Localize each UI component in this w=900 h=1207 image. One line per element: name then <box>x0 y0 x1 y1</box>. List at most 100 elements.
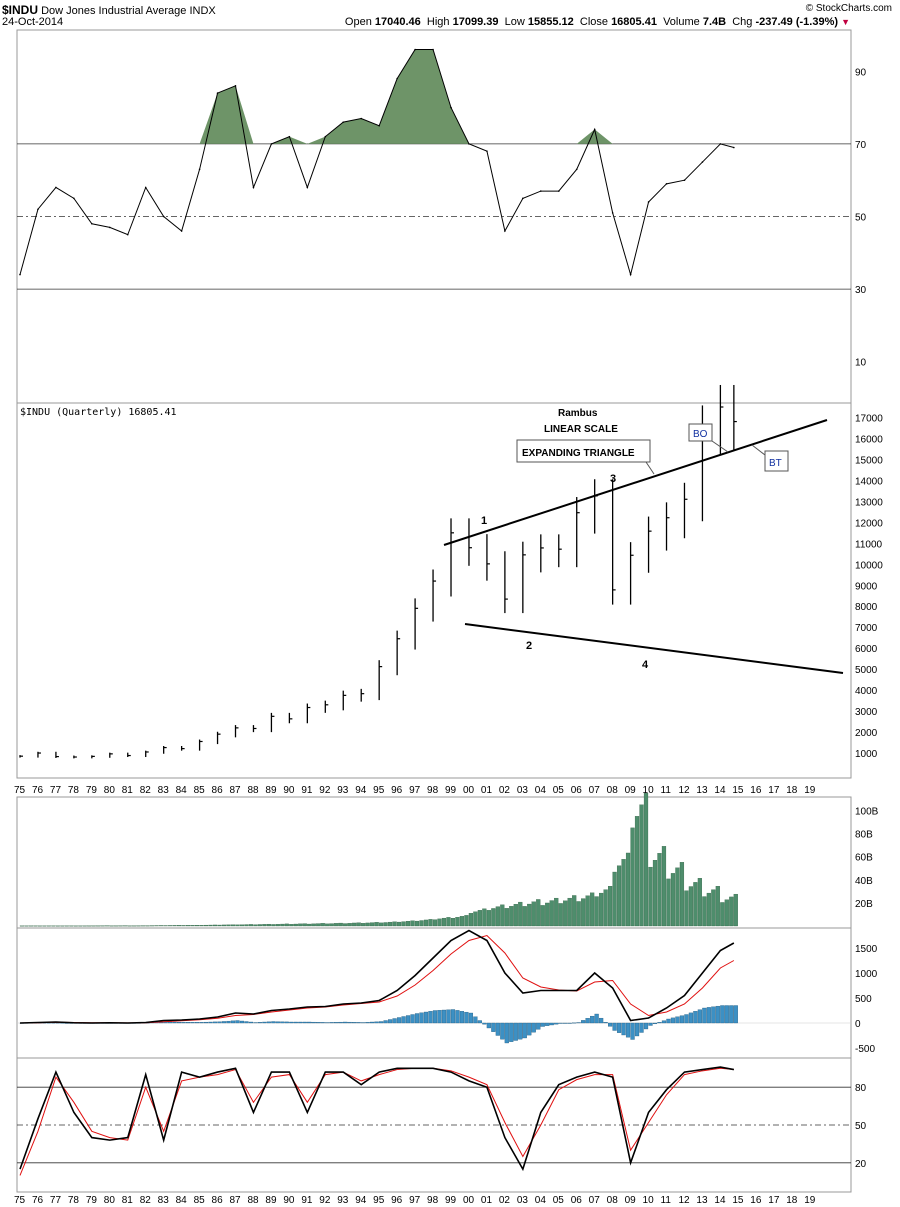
macd-histogram-bar <box>302 1021 307 1024</box>
macd-histogram-bar <box>446 1009 451 1024</box>
stoch-fast-line <box>19 1066 735 1172</box>
chart-header-line1: $INDU Dow Jones Industrial Average INDX <box>2 3 216 17</box>
volume-bar <box>365 922 370 927</box>
volume-bar <box>657 853 662 927</box>
rsi-tick-label: 70 <box>855 140 867 151</box>
volume-bar <box>203 924 209 927</box>
macd-histogram-bar <box>203 1021 209 1024</box>
volume-bar <box>679 862 685 927</box>
rsi-point <box>162 215 165 218</box>
macd-histogram-bar <box>715 1005 720 1024</box>
volume-bar <box>603 889 608 927</box>
macd-histogram-bar <box>244 1021 249 1024</box>
rsi-point <box>252 186 255 189</box>
macd-histogram-bar <box>576 1022 581 1024</box>
volume-bar <box>684 890 689 927</box>
rsi-point <box>432 48 434 51</box>
volume-bar <box>280 923 285 927</box>
callout-expanding-triangle <box>516 439 651 463</box>
x-axis-label-lower: 82 <box>140 1195 152 1206</box>
price-tick-label: 8000 <box>855 602 878 613</box>
macd-histogram-bar <box>572 1022 577 1024</box>
x-axis-label-upper: 76 <box>32 785 44 796</box>
volume-bar <box>383 922 388 927</box>
macd-histogram-bar <box>181 1022 186 1024</box>
macd-histogram-bar <box>585 1018 590 1024</box>
price-tick-label: 15000 <box>855 455 883 466</box>
volume-bar <box>73 925 78 927</box>
volume-bar <box>311 923 316 927</box>
volume-bar <box>437 918 442 927</box>
x-axis-label-upper: 09 <box>625 785 637 796</box>
x-axis-label-lower: 13 <box>696 1195 708 1206</box>
volume-bar <box>495 906 500 927</box>
macd-histogram-bar <box>311 1021 316 1024</box>
volume-bar <box>96 925 101 927</box>
volume-tick-label: 100B <box>855 807 879 818</box>
rsi-point <box>719 143 722 145</box>
volume-bar <box>522 906 527 927</box>
x-axis-label-lower: 01 <box>481 1195 493 1206</box>
macd-tick-label: 500 <box>855 994 872 1005</box>
x-axis-label-lower: 87 <box>230 1195 242 1206</box>
macd-histogram-bar <box>670 1017 676 1024</box>
macd-histogram-bar <box>563 1022 568 1024</box>
x-axis-label-upper: 11 <box>661 785 672 796</box>
macd-histogram-bar <box>706 1007 711 1024</box>
volume-bar <box>643 793 649 927</box>
volume-tick-label: 20B <box>855 899 873 910</box>
macd-histogram-bar <box>293 1021 298 1024</box>
rsi-point <box>19 273 21 276</box>
x-axis-label-lower: 83 <box>158 1195 170 1206</box>
price-panel-title: $INDU (Quarterly) 16805.41 <box>20 407 177 418</box>
volume-bar <box>630 827 635 927</box>
macd-histogram-bar <box>289 1021 294 1024</box>
macd-histogram-bar <box>423 1011 429 1024</box>
callout-pointer <box>645 461 655 475</box>
x-axis-label-upper: 92 <box>319 785 331 796</box>
macd-signal-line <box>19 934 735 1024</box>
volume-bar <box>428 919 433 927</box>
x-axis-label-lower: 19 <box>804 1195 816 1206</box>
macd-histogram-bar <box>473 1016 478 1024</box>
annotation-expanding-triangle: EXPANDING TRIANGLE <box>522 448 635 459</box>
macd-histogram-bar <box>522 1022 527 1039</box>
annotation-linear-scale: LINEAR SCALE <box>544 424 618 435</box>
x-axis-label-lower: 94 <box>355 1195 367 1206</box>
volume-bar <box>608 886 613 927</box>
volume-bar <box>706 892 711 927</box>
volume-bar <box>450 917 456 927</box>
x-axis-label-upper: 18 <box>786 785 798 796</box>
volume-bar <box>616 865 622 927</box>
volume-bar <box>639 804 644 927</box>
volume-bar <box>334 923 339 927</box>
macd-histogram-bar <box>284 1021 289 1024</box>
stoch-tick-label: 50 <box>855 1121 867 1132</box>
volume-bar <box>235 924 240 927</box>
volume-bar <box>540 905 545 927</box>
volume-bar <box>28 925 34 927</box>
volume-bar <box>536 899 541 927</box>
volume-bar <box>500 904 505 927</box>
macd-histogram-bar <box>603 1022 608 1024</box>
price-tick-label: 14000 <box>855 476 883 487</box>
macd-histogram-bar <box>190 1022 195 1024</box>
volume-bar <box>82 925 87 927</box>
x-axis-label-upper: 88 <box>247 785 259 796</box>
macd-histogram-bar <box>482 1022 487 1025</box>
macd-histogram-bar <box>239 1020 245 1024</box>
macd-histogram-bar <box>616 1022 622 1033</box>
macd-histogram-bar <box>652 1022 658 1025</box>
macd-histogram-bar <box>661 1020 667 1024</box>
volume-bar <box>572 895 577 927</box>
rsi-point <box>55 186 57 189</box>
rsi-point <box>468 143 470 145</box>
x-axis-label-lower: 07 <box>589 1195 601 1206</box>
volume-bar <box>141 925 146 927</box>
volume-value: 7.4B <box>702 16 727 28</box>
rsi-point <box>733 146 735 149</box>
volume-bar <box>42 925 47 927</box>
volume-bar <box>64 925 69 927</box>
callout-bo <box>688 423 713 442</box>
volume-bar <box>325 923 330 927</box>
